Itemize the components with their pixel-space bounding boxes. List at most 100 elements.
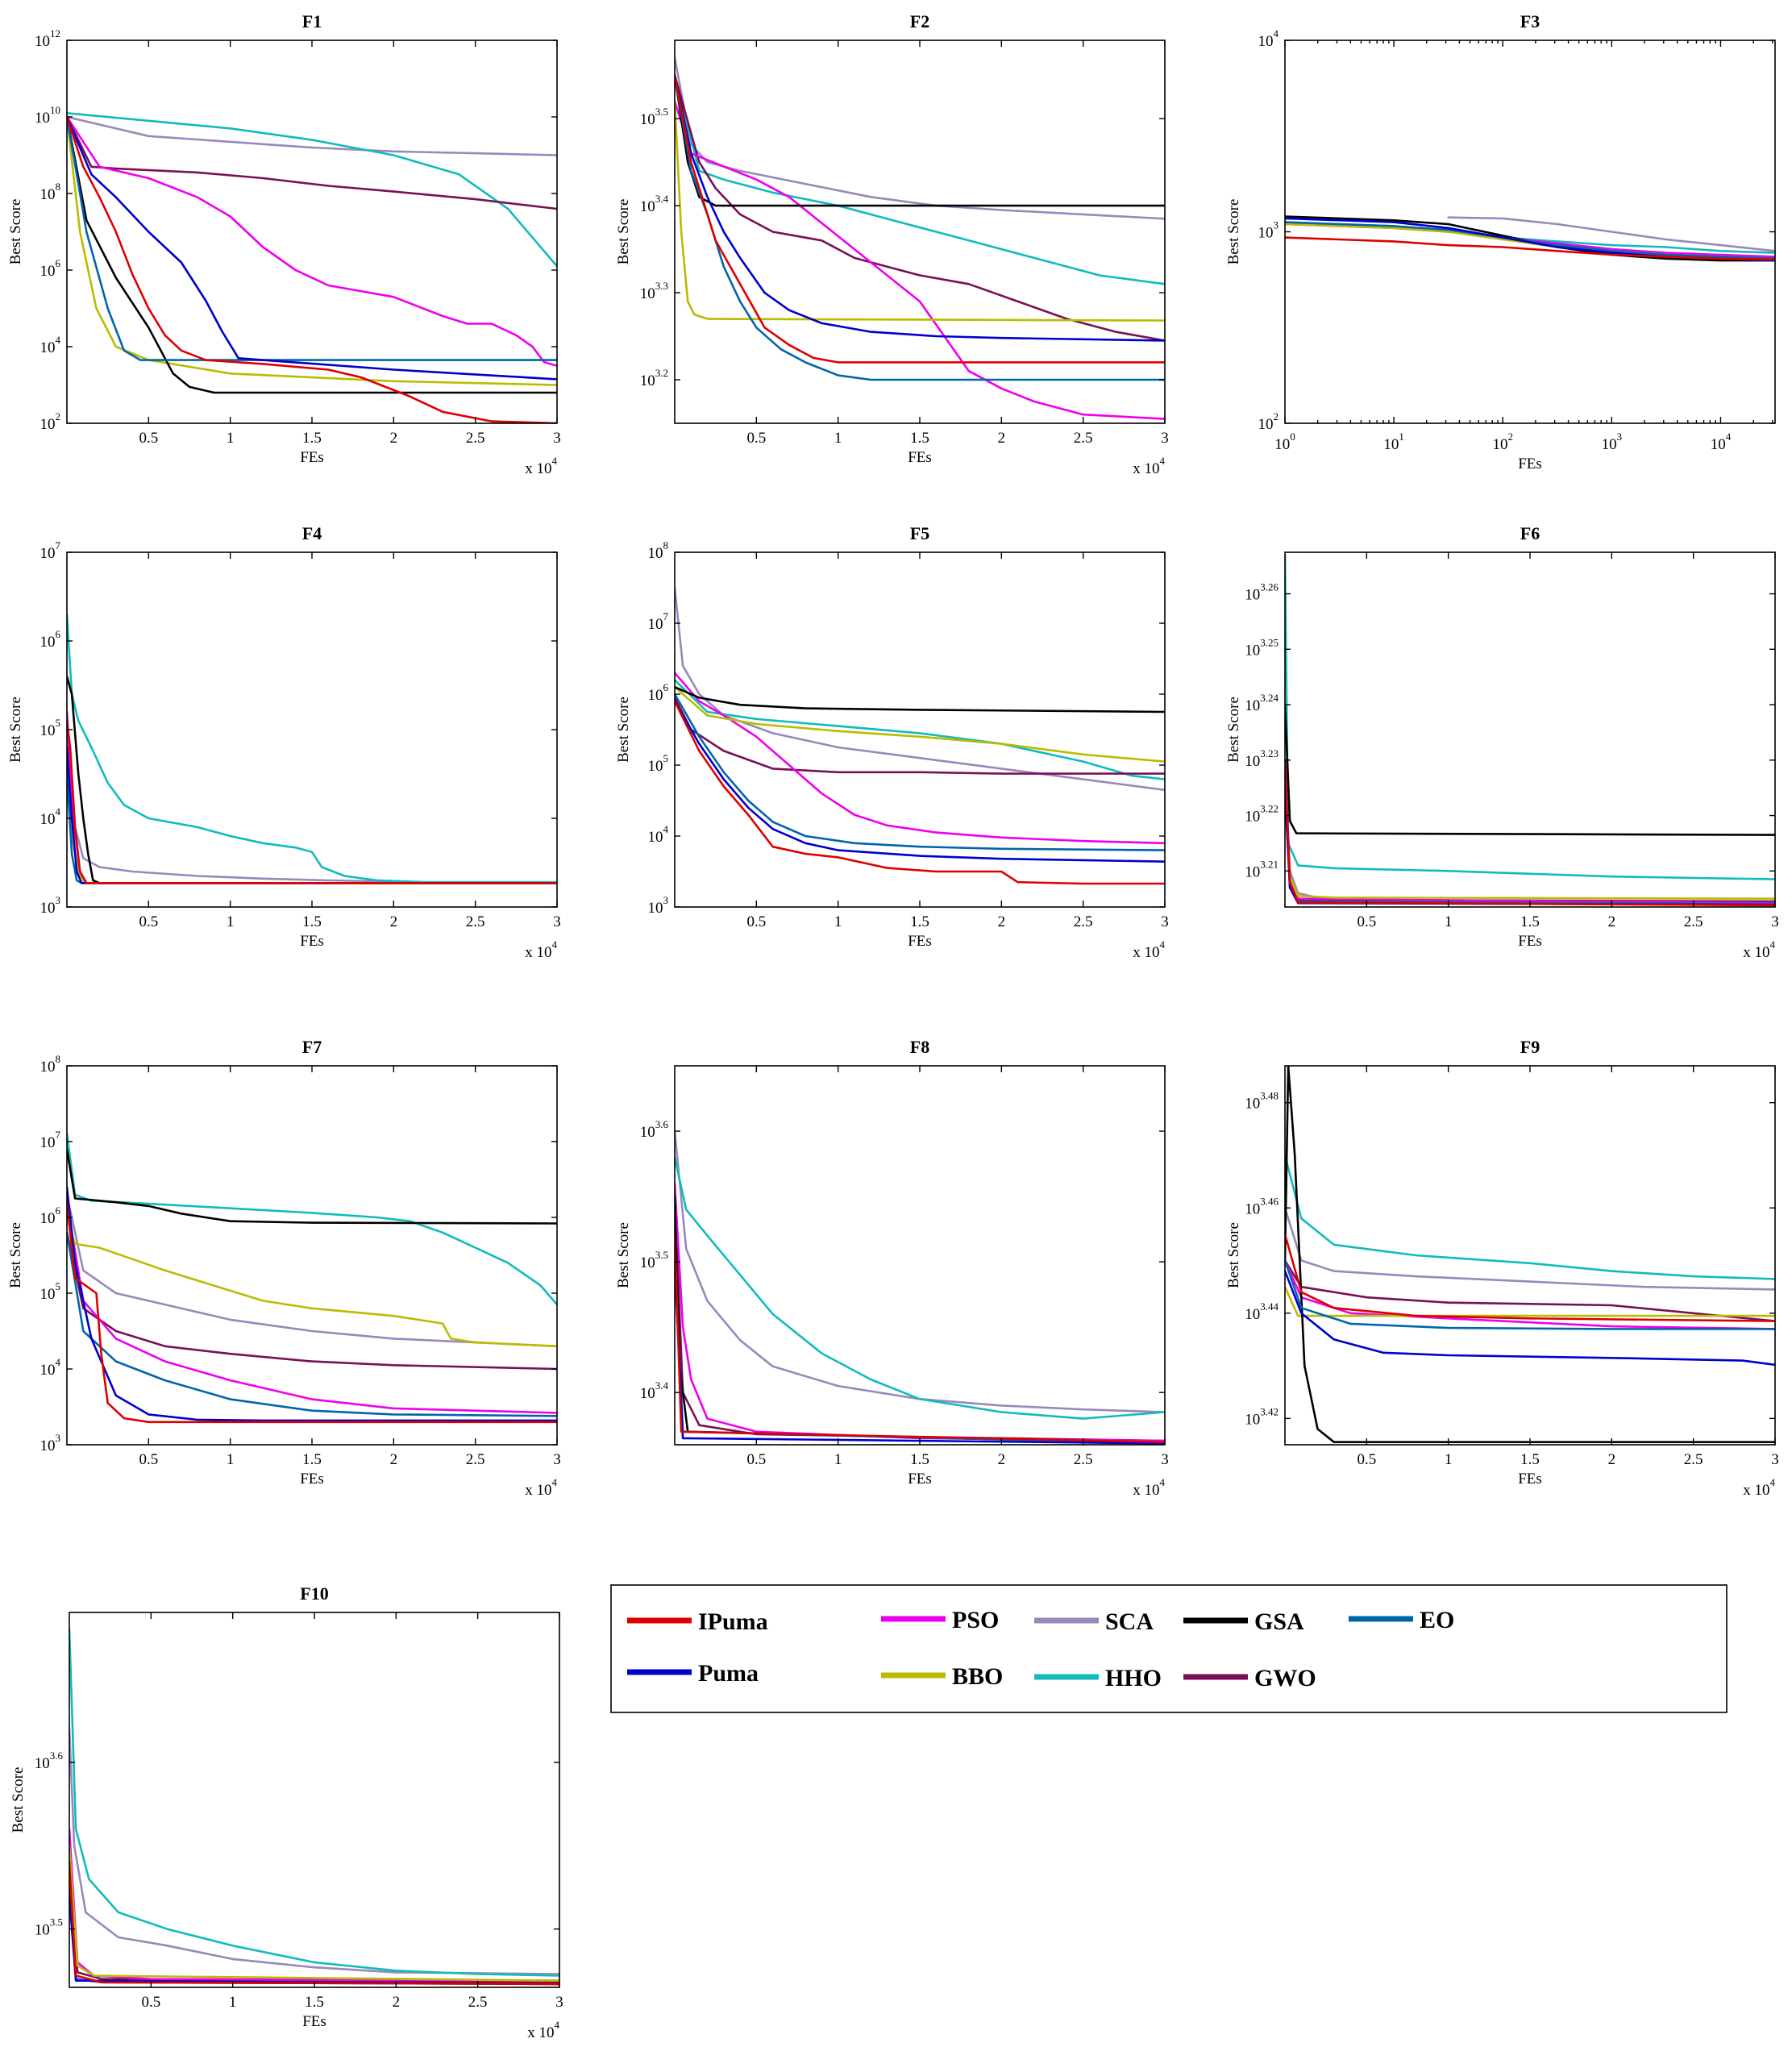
- y-tick-label: 103.4: [640, 193, 669, 215]
- legend-item-eo: EO: [1349, 1607, 1454, 1633]
- series-sca: [67, 1193, 557, 1348]
- legend-item-ipuma: IPuma: [627, 1608, 768, 1635]
- chart-title: F4: [302, 523, 322, 543]
- series-sca: [1285, 1207, 1775, 1291]
- series-ipuma: [1285, 759, 1775, 907]
- series-pso: [675, 1182, 1165, 1442]
- y-tick-label: 103: [40, 1432, 61, 1454]
- x-axis-multiplier: x 104: [1133, 455, 1165, 477]
- series-pso: [67, 710, 557, 884]
- x-axis-label: FEs: [300, 1471, 324, 1487]
- y-tick-label: 103.23: [1245, 747, 1279, 770]
- chart-title: F6: [1520, 523, 1540, 543]
- chart-title: F9: [1520, 1037, 1540, 1057]
- series-puma: [67, 746, 557, 884]
- x-tick-label: 1: [834, 430, 842, 447]
- y-tick-label: 106: [40, 1204, 61, 1227]
- x-tick-label: 1.5: [305, 1994, 324, 2011]
- series-eo: [67, 772, 557, 884]
- x-tick-label: 2: [998, 430, 1006, 447]
- legend-label: Puma: [698, 1660, 759, 1687]
- series-hho: [67, 112, 557, 268]
- x-axis-multiplier: x 104: [527, 2019, 559, 2041]
- series-puma: [675, 1260, 1165, 1445]
- plot-area: [674, 40, 1166, 424]
- plot-area: [674, 551, 1166, 908]
- series-eo: [675, 1260, 1165, 1445]
- legend-item-hho: HHO: [1034, 1665, 1162, 1691]
- series-gwo: [1285, 786, 1775, 903]
- series-pso: [1285, 759, 1775, 905]
- series-bbo: [675, 685, 1165, 763]
- series-puma: [675, 73, 1165, 342]
- x-tick-label: 1: [229, 1994, 237, 2011]
- y-axis-label: Best Score: [1225, 1222, 1242, 1288]
- plot-area: [66, 1065, 558, 1446]
- y-axis-label: Best Score: [615, 697, 632, 763]
- series-bbo: [1285, 786, 1775, 900]
- x-tick-label: 1.5: [302, 913, 322, 930]
- series-eo: [67, 1231, 557, 1417]
- series-gsa: [675, 685, 1165, 714]
- y-tick-label: 104: [40, 805, 61, 828]
- series-pso: [69, 1828, 559, 1982]
- series-sca: [67, 115, 557, 156]
- series-ipuma: [67, 115, 557, 423]
- x-tick-label: 3: [553, 430, 561, 447]
- x-axis-multiplier: x 104: [525, 455, 557, 477]
- y-tick-label: 108: [40, 1053, 61, 1076]
- chart-title: F2: [910, 11, 929, 31]
- y-axis-label: Best Score: [615, 1222, 632, 1288]
- chart-f9: F9 103.42 103.44 103.46 103.48 0.5 1 1.5 2 2.5 3 x …: [1225, 1037, 1779, 1499]
- x-tick-label: 3: [1771, 1451, 1779, 1468]
- chart-title: F7: [302, 1037, 322, 1057]
- y-tick-label: 103.21: [1245, 858, 1279, 880]
- legend-label: SCA: [1105, 1608, 1154, 1635]
- x-tick-label: 3: [553, 1451, 561, 1468]
- series-hho: [675, 73, 1165, 285]
- legend-item-gwo: GWO: [1183, 1665, 1316, 1691]
- x-tick-label: 3: [1161, 430, 1169, 447]
- plot-area: [1284, 551, 1776, 908]
- x-tick-label: 102: [1492, 431, 1513, 453]
- series-ipuma: [1285, 1233, 1775, 1322]
- series-bbo: [67, 772, 557, 884]
- series-eo: [1285, 1259, 1775, 1330]
- chart-title: F10: [300, 1583, 328, 1604]
- x-tick-label: 1: [227, 913, 235, 930]
- y-tick-label: 103: [648, 894, 669, 917]
- y-tick-label: 104: [40, 334, 61, 356]
- series-puma: [675, 700, 1165, 863]
- y-tick-label: 105: [40, 1280, 61, 1303]
- x-tick-label: 2: [998, 1451, 1006, 1468]
- series-ipuma: [675, 1234, 1165, 1444]
- x-tick-label: 3: [555, 1994, 563, 2011]
- series-hho: [67, 613, 557, 884]
- x-tick-label: 2: [390, 1451, 398, 1468]
- series-hho: [69, 1628, 559, 1977]
- x-axis-label: FEs: [908, 933, 932, 950]
- legend-item-pso: PSO: [881, 1607, 999, 1633]
- series-hho: [675, 1156, 1165, 1420]
- y-tick-label: 103: [1258, 219, 1279, 242]
- x-tick-label: 2: [390, 913, 398, 930]
- y-tick-label: 103.6: [35, 1750, 64, 1772]
- x-tick-label: 2.5: [1074, 913, 1093, 930]
- series-puma: [1285, 786, 1775, 906]
- chart-f3: F3 102 103 104 100 101 102 103 104 FEs Best Score: [1225, 11, 1776, 472]
- series-puma: [1285, 1270, 1775, 1367]
- series-hho: [1285, 1154, 1775, 1280]
- x-tick-label: 1.5: [910, 1451, 929, 1468]
- series-sca: [675, 1130, 1165, 1413]
- series-puma: [67, 1186, 557, 1422]
- x-tick-label: 2: [1608, 1451, 1616, 1468]
- legend-label: IPuma: [698, 1608, 768, 1635]
- x-tick-label: 1: [834, 913, 842, 930]
- x-axis-label: FEs: [908, 449, 932, 466]
- y-tick-label: 103.26: [1245, 581, 1279, 604]
- chart-title: F1: [302, 11, 322, 31]
- legend-label: HHO: [1105, 1665, 1162, 1691]
- x-tick-label: 2.5: [468, 1994, 488, 2011]
- chart-f10: F10 103.5 103.6 0.5 1 1.5 2 2.5 3 x 104 FEs Best Sc…: [10, 1583, 563, 2041]
